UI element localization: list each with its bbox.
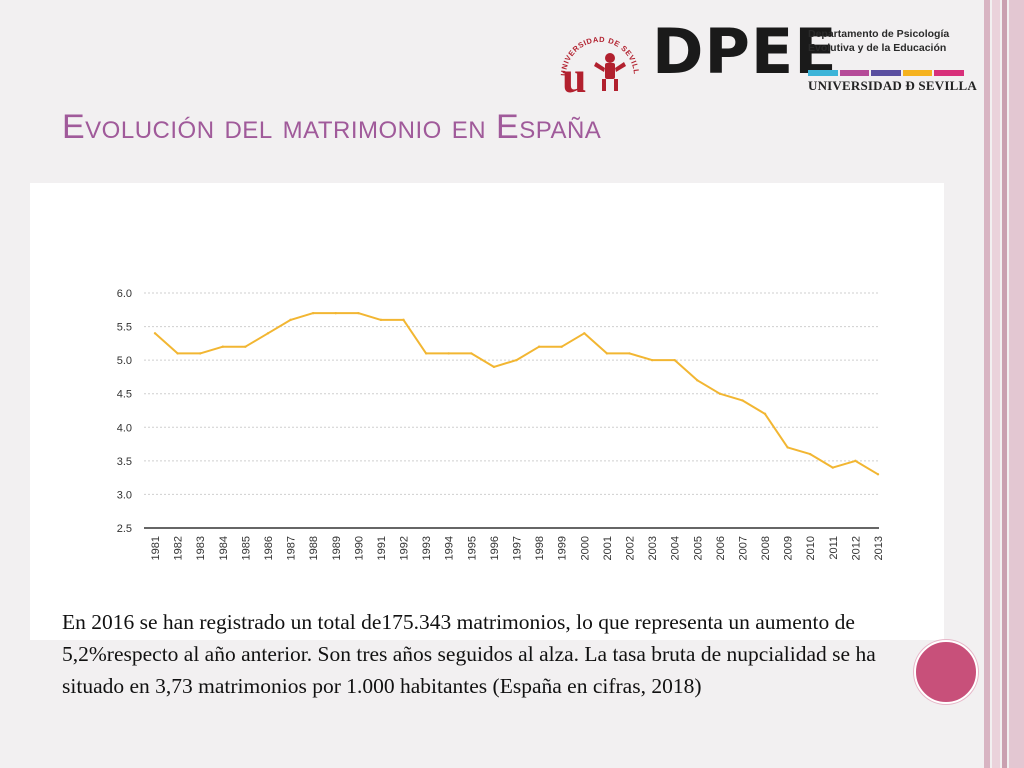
data-point (244, 345, 247, 348)
x-tick-label: 2007 (737, 536, 749, 560)
data-point (515, 358, 518, 362)
data-point (763, 412, 767, 416)
x-tick-label: 1989 (331, 536, 343, 560)
data-point (696, 379, 699, 382)
data-point (537, 345, 541, 348)
y-tick-label: 5.0 (117, 355, 132, 367)
data-point (289, 318, 292, 322)
x-tick-label: 1984 (218, 536, 230, 560)
color-bar-5 (934, 70, 964, 76)
data-point (447, 352, 450, 355)
x-tick-label: 1995 (466, 536, 478, 560)
data-point (266, 332, 270, 335)
stripe-2 (992, 0, 1000, 768)
data-point (718, 392, 722, 395)
x-tick-label: 1998 (534, 536, 546, 560)
data-point (583, 332, 586, 335)
x-tick-label: 2004 (670, 536, 682, 560)
department-color-bars (808, 70, 964, 76)
data-point (334, 311, 337, 315)
data-point (605, 352, 609, 355)
x-tick-label: 1987 (286, 536, 298, 560)
data-point (741, 399, 744, 402)
data-point (560, 345, 563, 348)
x-tick-label: 1981 (150, 536, 162, 560)
x-tick-label: 1991 (376, 536, 388, 560)
color-bar-1 (808, 70, 838, 76)
color-bar-3 (871, 70, 901, 76)
x-tick-label: 1992 (399, 536, 411, 560)
x-tick-label: 1999 (557, 536, 569, 560)
data-point (153, 332, 157, 335)
x-tick-label: 1993 (421, 536, 433, 560)
x-tick-label: 2012 (850, 536, 862, 560)
x-tick-label: 1997 (512, 536, 524, 560)
body-paragraph: En 2016 se han registrado un total de175… (62, 610, 876, 698)
x-tick-label: 1983 (195, 536, 207, 560)
data-point (357, 311, 360, 315)
data-point (470, 352, 473, 355)
department-name: Departamento de Psicología Evolutiva y d… (808, 27, 968, 55)
y-tick-label: 3.0 (117, 489, 132, 501)
data-point (786, 446, 789, 449)
x-tick-label: 2011 (828, 536, 840, 560)
x-tick-label: 1990 (353, 536, 365, 560)
x-tick-label: 2013 (873, 536, 885, 560)
x-tick-label: 1982 (173, 536, 185, 560)
x-tick-label: 1996 (489, 536, 501, 560)
data-point (198, 352, 202, 355)
data-point (809, 452, 812, 456)
chart-panel: 2.5 3.0 3.5 4.0 4.5 5.0 5.5 6.0 1981 1982 1983 1984… (30, 183, 944, 640)
x-tick-label: 2005 (692, 536, 704, 560)
data-point (650, 358, 654, 362)
x-tick-label: 1986 (263, 536, 275, 560)
x-tick-label: 1988 (308, 536, 320, 560)
x-tick-label: 2008 (760, 536, 772, 560)
x-tick-label: 2000 (579, 536, 591, 560)
data-point (492, 365, 496, 369)
x-tick-label: 2010 (805, 536, 817, 560)
slide-title: Evolución del matrimonio en España (62, 108, 602, 146)
x-tick-label: 2002 (624, 536, 636, 560)
x-tick-label: 1994 (444, 536, 456, 560)
department-line-2: Evolutiva y de la Educación (808, 42, 947, 54)
data-point (876, 473, 880, 476)
dpee-wordmark: DPEE (652, 15, 838, 88)
decorative-stripes (984, 0, 1024, 768)
data-point (424, 352, 428, 355)
y-tick-label: 2.5 (117, 523, 132, 535)
data-point (673, 358, 676, 362)
stripe-4 (1009, 0, 1024, 768)
data-point (854, 459, 857, 463)
y-tick-label: 6.0 (117, 288, 132, 300)
color-bar-2 (839, 70, 870, 76)
x-tick-label: 2003 (647, 536, 659, 560)
x-tick-label: 2006 (715, 536, 727, 560)
y-tick-label: 4.0 (117, 422, 132, 434)
decorative-circle (914, 640, 978, 704)
x-tick-label: 2009 (783, 536, 795, 560)
color-bar-4 (902, 70, 933, 76)
university-name: UNIVERSIDAD Đ SEVILLA (808, 78, 977, 93)
data-point (311, 311, 315, 315)
x-tick-label: 2001 (602, 536, 614, 560)
stripe-3 (1002, 0, 1007, 768)
data-point (379, 318, 383, 322)
data-point (402, 318, 405, 322)
logo-u-letter: u (562, 53, 586, 96)
y-tick-label: 4.5 (117, 389, 132, 401)
marriage-rate-line-chart: 2.5 3.0 3.5 4.0 4.5 5.0 5.5 6.0 1981 1982 1983 1984… (117, 288, 885, 560)
y-tick-label: 5.5 (117, 322, 132, 334)
data-point (176, 352, 179, 355)
x-tick-label: 1985 (240, 536, 252, 560)
stripe-1 (984, 0, 990, 768)
data-point (628, 352, 631, 355)
logo-figures-icon (594, 53, 626, 91)
data-point (221, 345, 224, 348)
y-tick-label: 3.5 (117, 456, 132, 468)
universidad-sevilla-logo: UNIVERSIDAD DE SEVILLA u (558, 22, 640, 96)
department-line-1: Departamento de Psicología (808, 28, 950, 40)
data-point (831, 466, 835, 469)
